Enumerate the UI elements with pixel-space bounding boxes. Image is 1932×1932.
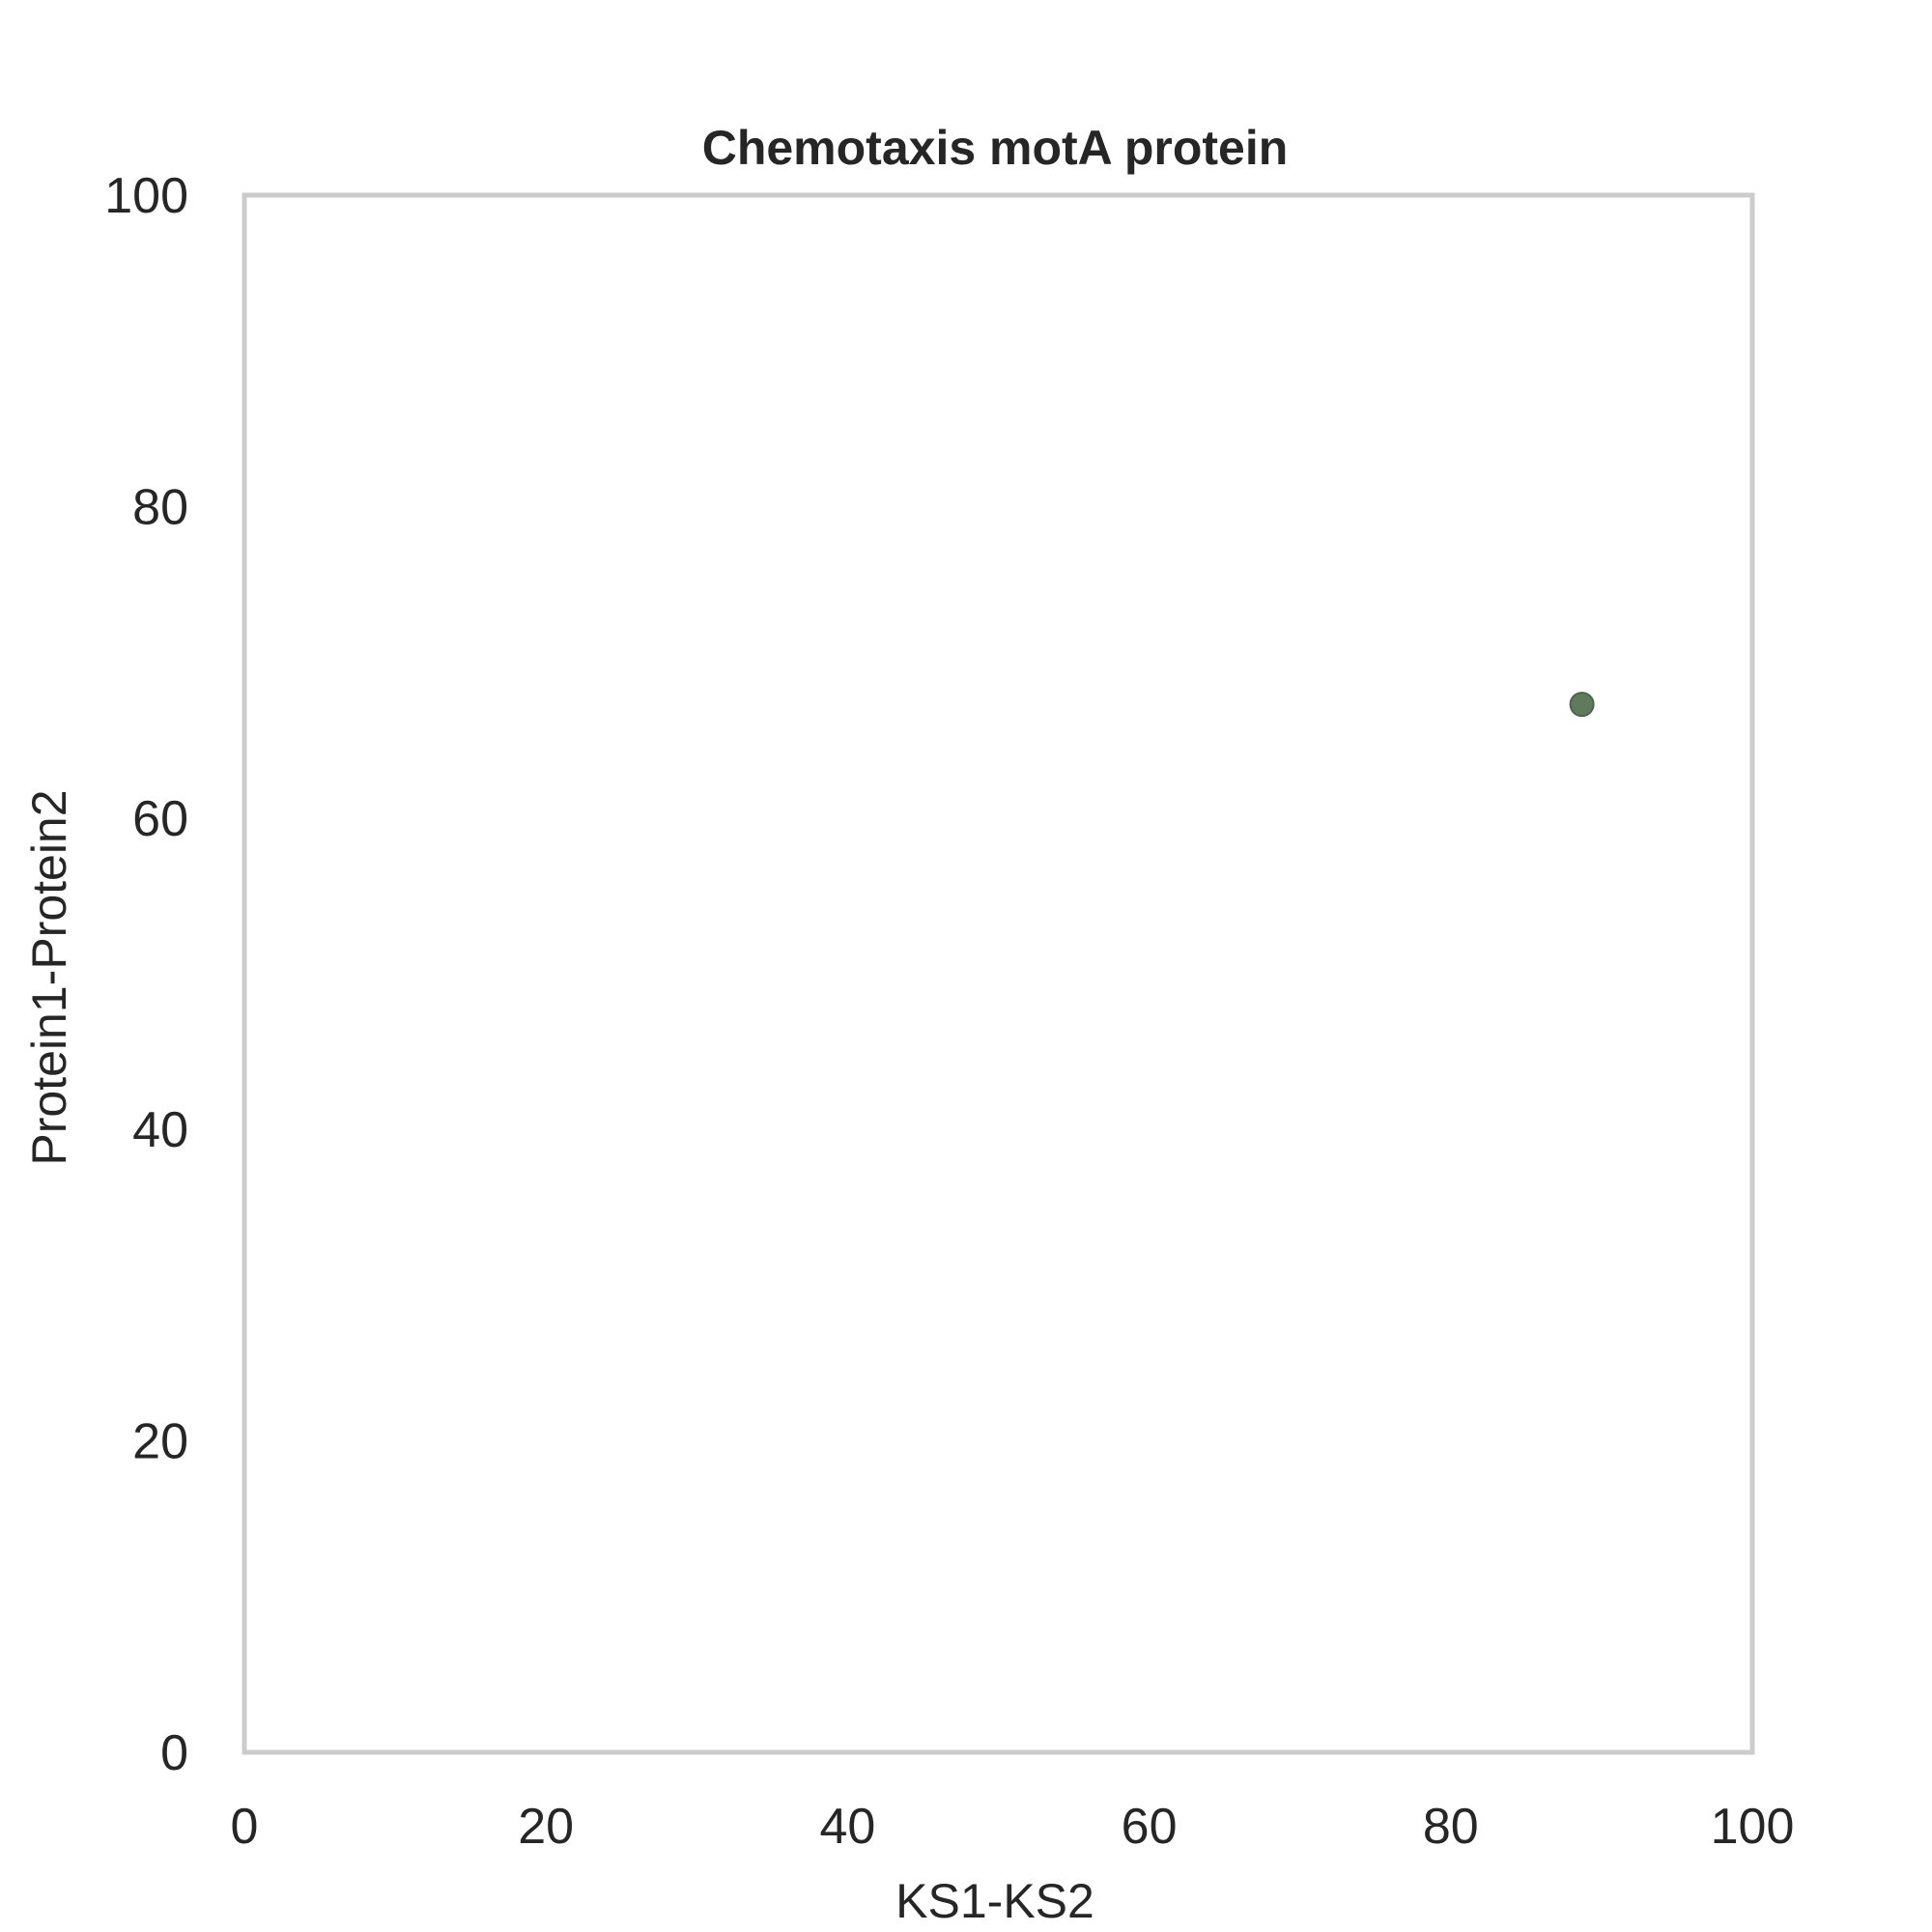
x-tick-label: 100 xyxy=(1711,1799,1795,1855)
x-tick-label: 80 xyxy=(1423,1799,1479,1855)
x-tick-label: 20 xyxy=(518,1799,574,1855)
data-points xyxy=(1569,692,1595,718)
x-tick-label: 40 xyxy=(819,1799,875,1855)
y-tick-label: 40 xyxy=(132,1102,188,1158)
y-tick-label: 100 xyxy=(104,168,188,224)
x-tick-label: 60 xyxy=(1122,1799,1178,1855)
chart-title: Chemotaxis motA protein xyxy=(702,121,1289,175)
y-axis-label: Protein1-Protein2 xyxy=(22,789,76,1165)
y-tick-labels: 0 20 40 60 80 100 xyxy=(104,168,188,1781)
y-tick-label: 60 xyxy=(132,791,188,847)
data-point xyxy=(1569,692,1595,718)
plot-area xyxy=(242,192,1755,1755)
y-tick-label: 80 xyxy=(132,479,188,535)
x-axis-label: KS1-KS2 xyxy=(895,1874,1094,1928)
x-tick-labels: 0 20 40 60 80 100 xyxy=(231,1799,1795,1855)
y-tick-label: 20 xyxy=(132,1414,188,1470)
x-tick-label: 0 xyxy=(231,1799,259,1855)
y-tick-label: 0 xyxy=(160,1725,188,1781)
